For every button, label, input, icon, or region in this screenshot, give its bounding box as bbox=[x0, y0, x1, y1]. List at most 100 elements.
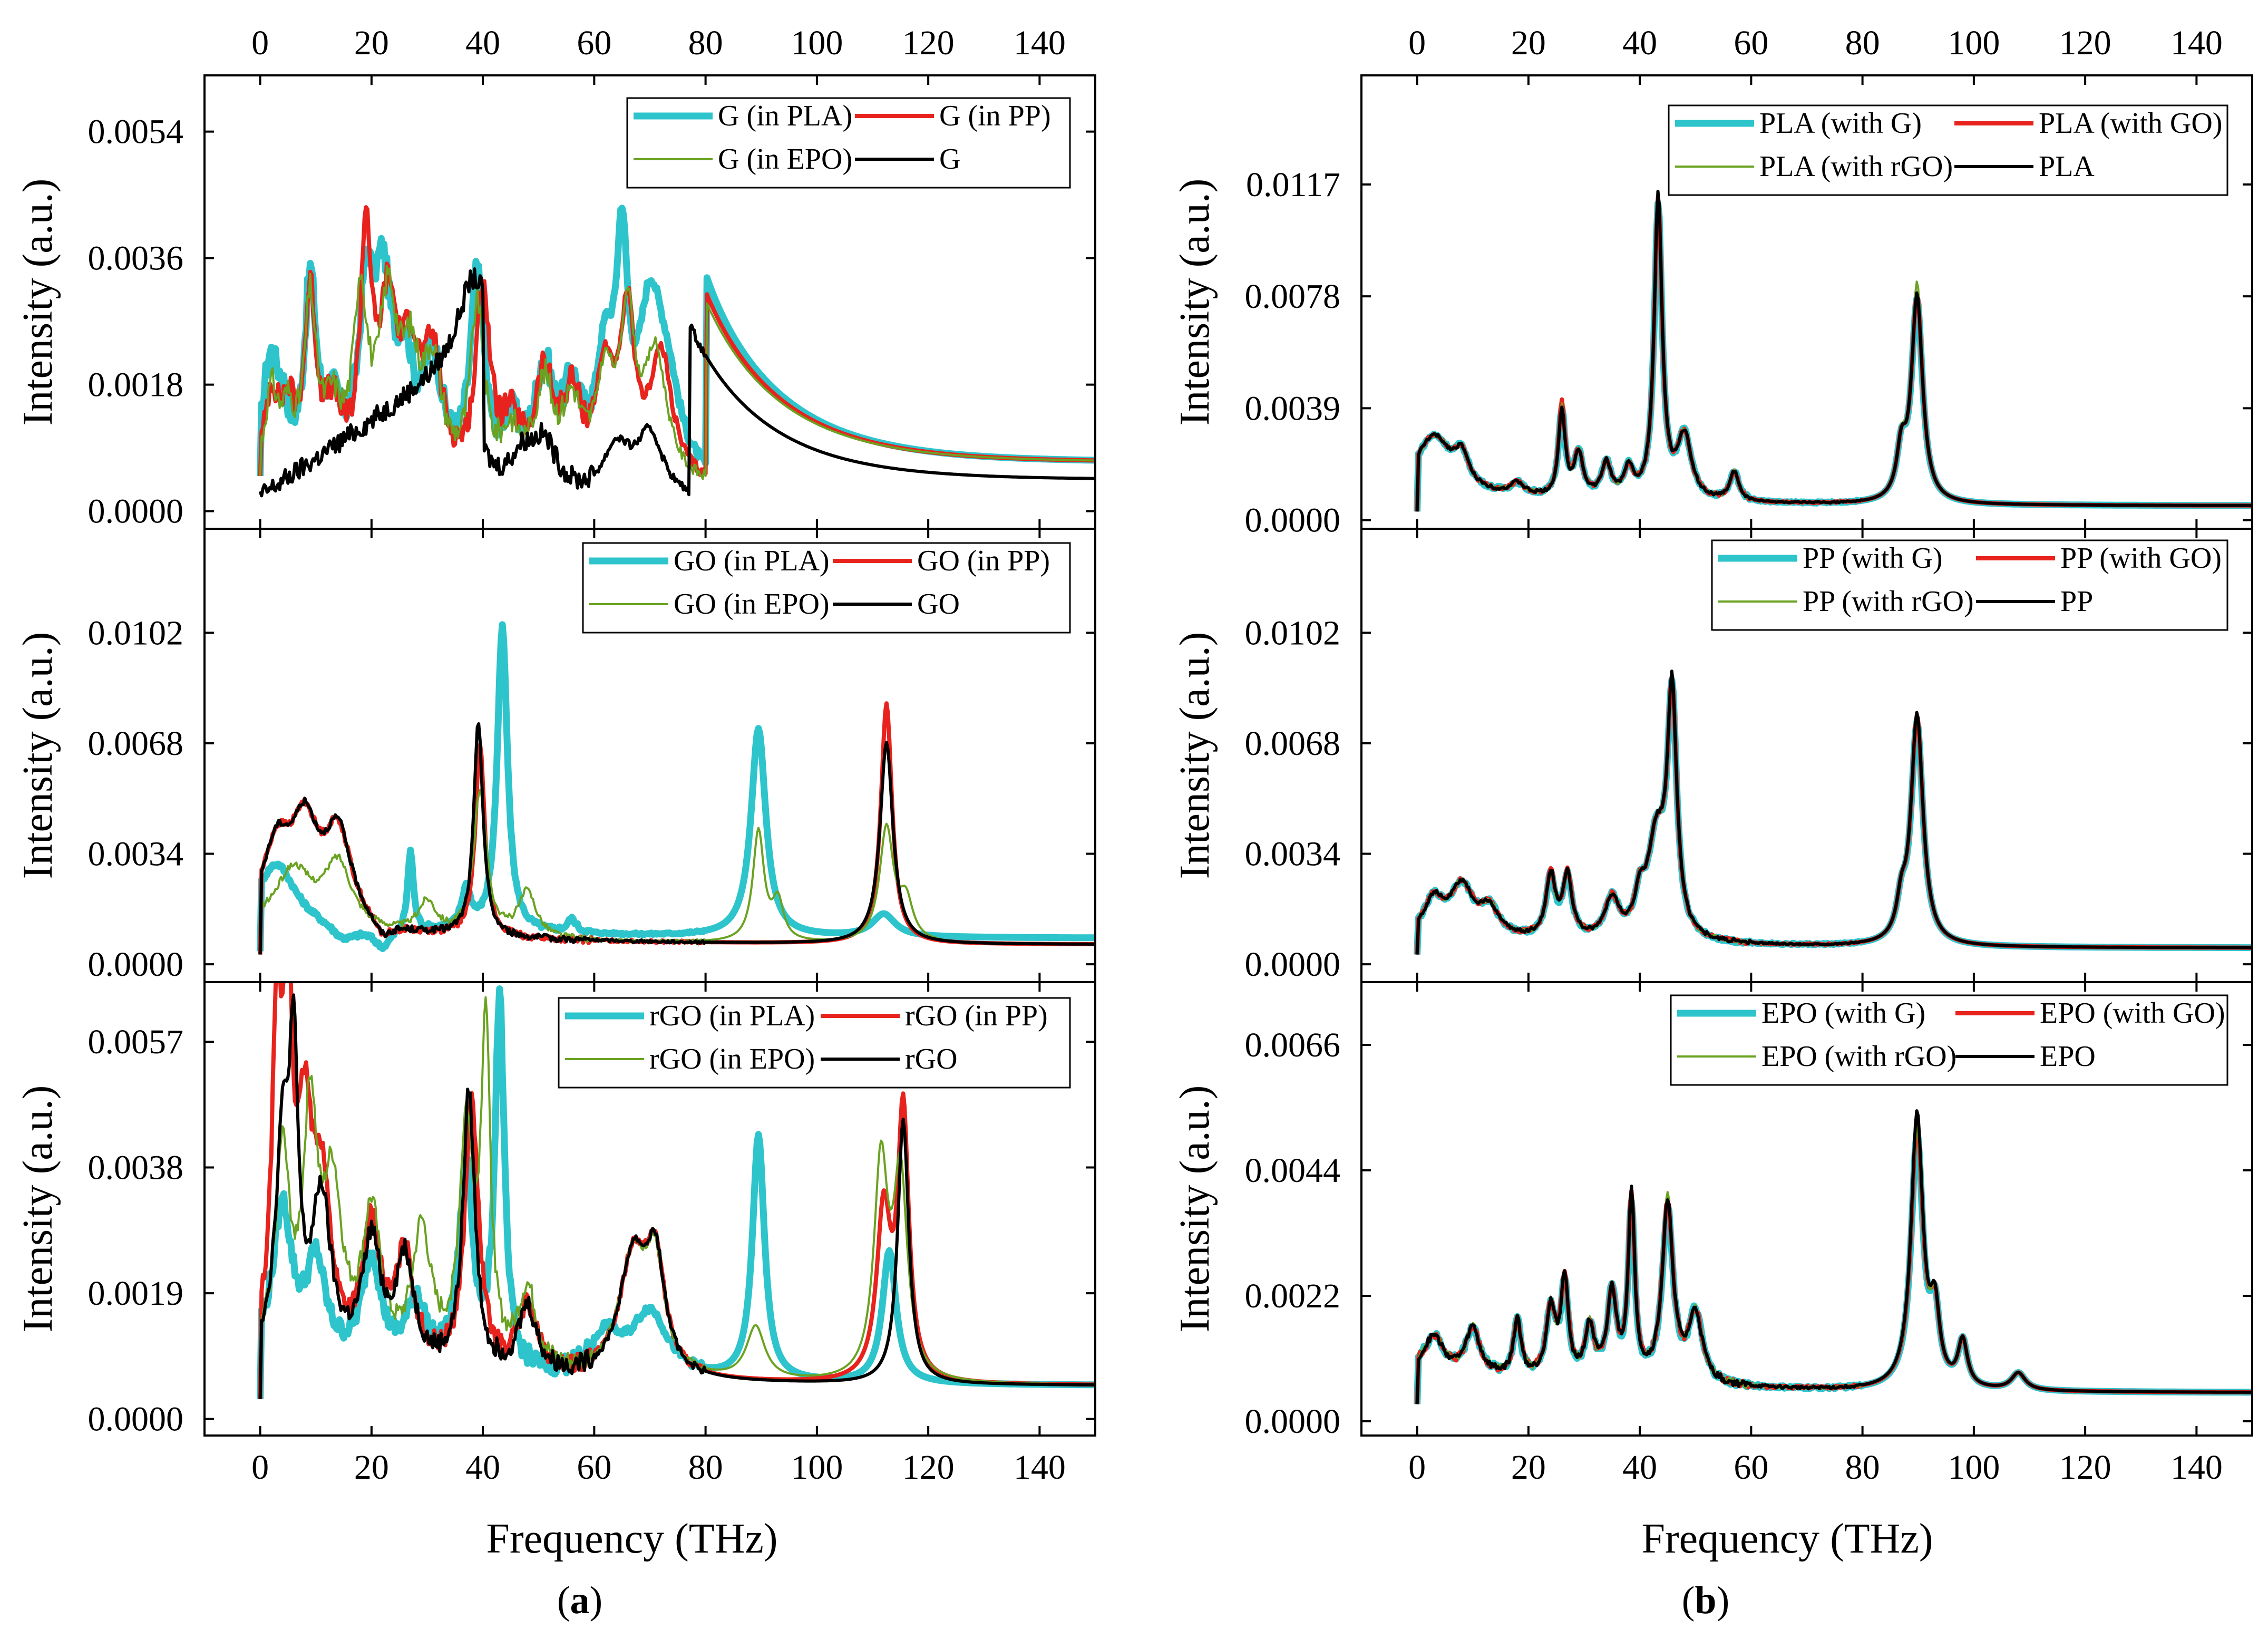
legend-label: G (in EPO) bbox=[718, 143, 852, 176]
x-tick-label-top: 120 bbox=[2059, 24, 2111, 62]
legend: G (in PLA) G (in PP) G (in EPO) G bbox=[626, 97, 1071, 189]
x-tick-label-top: 60 bbox=[1734, 24, 1768, 62]
panel-a1: 0 20 40 60 80 100 120 140 0.0000 0.0018 0.0036 0.00… bbox=[15, 24, 1096, 531]
x-tick-label: 20 bbox=[1511, 1448, 1546, 1487]
panel-a2: 0.0000 0.0034 0.0068 0.0102 Intensity (a.u.)… bbox=[15, 528, 1096, 984]
y-tick-label: 0.0000 bbox=[88, 945, 184, 984]
y-tick-label: 0.0000 bbox=[88, 492, 184, 531]
x-tick-label-top: 100 bbox=[1948, 24, 2000, 62]
series-line-go-in-pp- bbox=[258, 701, 1095, 955]
panel-caption-a: (a) bbox=[557, 1579, 602, 1622]
series-line-pp bbox=[1415, 670, 2252, 955]
x-tick-label: 120 bbox=[2059, 1448, 2111, 1487]
panel-b2: 0.0000 0.0034 0.0068 0.0102 Intensity (a.u.)… bbox=[1172, 528, 2253, 984]
x-tick-label: 60 bbox=[577, 1448, 611, 1487]
y-tick-label: 0.0068 bbox=[88, 724, 184, 763]
x-tick-label: 140 bbox=[2170, 1448, 2223, 1487]
x-tick-label: 20 bbox=[354, 1448, 389, 1487]
x-axis-title-b: Frequency (THz) bbox=[1641, 1516, 1933, 1562]
legend-label: PP bbox=[2060, 585, 2093, 618]
x-tick-label: 80 bbox=[688, 1448, 723, 1487]
panel-caption-b: (b) bbox=[1682, 1579, 1729, 1622]
y-tick-label: 0.0044 bbox=[1245, 1151, 1341, 1190]
legend-label: GO (in PLA) bbox=[674, 545, 830, 577]
legend-label: rGO (in PP) bbox=[905, 1000, 1048, 1032]
x-tick-label: 80 bbox=[1845, 1448, 1880, 1487]
y-tick-label: 0.0000 bbox=[1245, 1402, 1341, 1441]
series-line-g bbox=[258, 267, 1095, 498]
plot-frame bbox=[203, 981, 1096, 1437]
y-tick-label: 0.0078 bbox=[1245, 277, 1341, 316]
x-tick-label: 40 bbox=[465, 1448, 500, 1487]
legend-label: rGO (in PLA) bbox=[649, 1000, 815, 1032]
legend-label: rGO bbox=[905, 1043, 958, 1075]
y-tick-label: 0.0038 bbox=[88, 1149, 184, 1187]
legend-label: PP (with rGO) bbox=[1803, 585, 1974, 618]
legend: EPO (with G) EPO (with GO) EPO (with rGO) E… bbox=[1670, 994, 2228, 1086]
y-tick-label: 0.0102 bbox=[1245, 614, 1341, 652]
legend-box bbox=[1668, 104, 2228, 196]
legend-label: EPO (with rGO) bbox=[1761, 1040, 1956, 1073]
x-tick-label-top: 20 bbox=[1511, 24, 1546, 62]
y-tick-label: 0.0066 bbox=[1245, 1026, 1341, 1064]
legend-label: GO (in EPO) bbox=[674, 588, 830, 620]
x-tick-label-top: 140 bbox=[1014, 24, 1066, 62]
legend-box bbox=[1711, 539, 2228, 631]
legend: PLA (with G) PLA (with GO) PLA (with rGO) P… bbox=[1668, 104, 2228, 196]
y-tick-label: 0.0000 bbox=[1245, 945, 1341, 984]
y-tick-label: 0.0022 bbox=[1245, 1277, 1341, 1315]
x-tick-label-top: 100 bbox=[791, 24, 843, 62]
legend-label: PLA bbox=[2039, 150, 2095, 183]
y-axis-title: Intensity (a.u.) bbox=[15, 179, 61, 426]
y-axis-title: Intensity (a.u.) bbox=[1172, 179, 1218, 426]
series-line-rgo bbox=[258, 993, 1095, 1399]
x-tick-label-top: 80 bbox=[1845, 24, 1880, 62]
legend-label: PP (with G) bbox=[1803, 542, 1943, 575]
x-tick-label: 0 bbox=[251, 1448, 269, 1487]
x-tick-label-top: 80 bbox=[688, 24, 723, 62]
series-line-epo bbox=[1415, 1109, 2252, 1404]
series-line-pla-with-go- bbox=[1415, 195, 2252, 512]
x-tick-label-top: 0 bbox=[251, 24, 269, 62]
y-tick-label: 0.0000 bbox=[88, 1400, 184, 1439]
x-tick-label: 0 bbox=[1408, 1448, 1426, 1487]
series-line-pla bbox=[1415, 189, 2252, 512]
y-tick-label: 0.0000 bbox=[1245, 501, 1341, 540]
panel-b3: 0 20 40 60 80 100 120 140 0.0000 0.0022 0.0044 0.00… bbox=[1172, 981, 2253, 1487]
x-tick-label-top: 40 bbox=[465, 24, 500, 62]
y-tick-label: 0.0102 bbox=[88, 614, 184, 652]
series-line-go bbox=[258, 722, 1095, 955]
legend-label: GO bbox=[917, 588, 960, 620]
y-tick-label: 0.0036 bbox=[88, 239, 184, 278]
x-tick-label-top: 60 bbox=[577, 24, 611, 62]
x-tick-label-top: 40 bbox=[1622, 24, 1657, 62]
legend-label: PLA (with GO) bbox=[2039, 107, 2222, 140]
series-line-pla-with-rgo- bbox=[1416, 193, 2252, 512]
y-tick-label: 0.0034 bbox=[1245, 835, 1341, 873]
y-tick-label: 0.0057 bbox=[88, 1023, 184, 1061]
legend-label: PLA (with rGO) bbox=[1759, 150, 1953, 183]
x-axis-title-a: Frequency (THz) bbox=[486, 1516, 777, 1562]
x-tick-label-top: 20 bbox=[354, 24, 389, 62]
legend: PP (with G) PP (with GO) PP (with rGO) PP bbox=[1711, 539, 2228, 631]
legend-label: G (in PP) bbox=[939, 100, 1051, 132]
y-tick-label: 0.0034 bbox=[88, 835, 184, 873]
legend-label: PP (with GO) bbox=[2060, 542, 2222, 575]
series-line-go-in-epo- bbox=[259, 789, 1095, 955]
legend-label: EPO (with G) bbox=[1761, 997, 1925, 1030]
legend-label: PLA (with G) bbox=[1759, 107, 1922, 140]
x-tick-label: 100 bbox=[791, 1448, 843, 1487]
y-tick-label: 0.0117 bbox=[1246, 166, 1340, 204]
series-line-g-in-epo- bbox=[259, 265, 1095, 480]
legend-label: rGO (in EPO) bbox=[649, 1043, 815, 1075]
x-tick-label: 140 bbox=[1014, 1448, 1066, 1487]
y-axis-title: Intensity (a.u.) bbox=[15, 632, 61, 879]
panel-a3: 0 20 40 60 80 100 120 140 0.0000 0.0019 0.0038 0.00… bbox=[15, 981, 1096, 1487]
y-tick-label: 0.0019 bbox=[88, 1274, 184, 1313]
series-line-go-in-pla- bbox=[257, 621, 1095, 952]
legend: GO (in PLA) GO (in PP) GO (in EPO) GO bbox=[582, 542, 1071, 634]
legend-label: G bbox=[939, 143, 960, 176]
x-tick-label-top: 0 bbox=[1408, 24, 1426, 62]
y-axis-title: Intensity (a.u.) bbox=[1172, 632, 1218, 879]
